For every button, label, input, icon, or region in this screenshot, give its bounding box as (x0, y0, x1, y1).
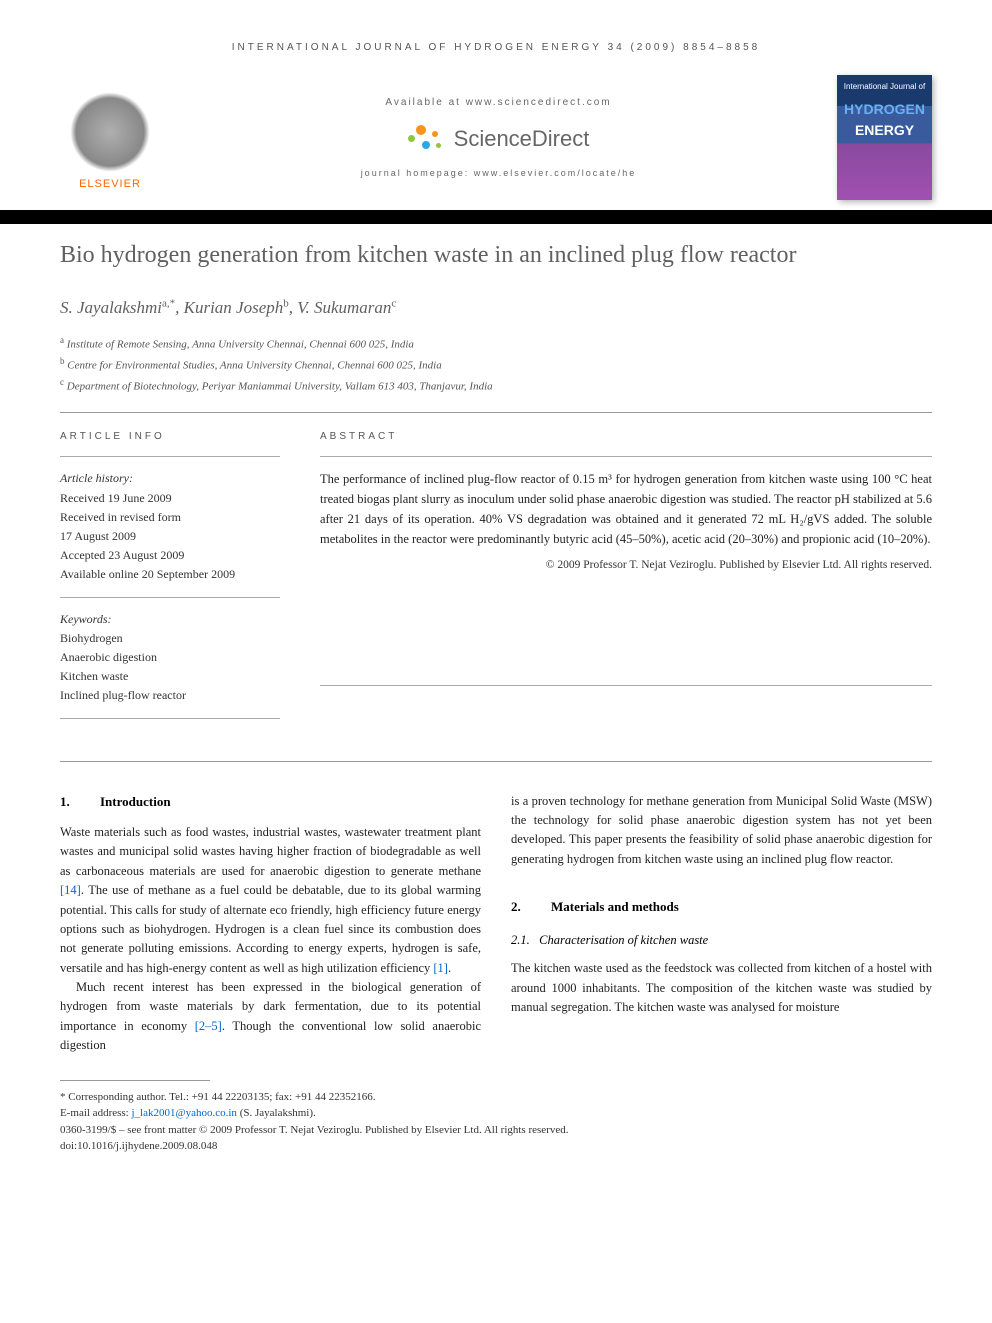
author-1-sup: a,* (162, 298, 175, 310)
intro-p1a: Waste materials such as food wastes, ind… (60, 825, 481, 878)
info-divider (60, 718, 280, 719)
author-1: S. Jayalakshmi (60, 298, 162, 317)
info-divider (320, 685, 932, 686)
journal-header: INTERNATIONAL JOURNAL OF HYDROGEN ENERGY… (60, 40, 932, 55)
section-2-title: Materials and methods (551, 899, 679, 914)
abstract-col: ABSTRACT The performance of inclined plu… (320, 429, 932, 730)
methods-p1: The kitchen waste used as the feedstock … (511, 959, 932, 1017)
cover-energy-text: ENERGY (837, 120, 932, 141)
front-matter: 0360-3199/$ – see front matter © 2009 Pr… (60, 1122, 932, 1139)
history-accepted: Accepted 23 August 2009 (60, 546, 280, 565)
history-label: Article history: (60, 469, 280, 488)
article-info-heading: ARTICLE INFO (60, 429, 280, 444)
intro-p1b: . The use of methane as a fuel could be … (60, 883, 481, 975)
info-divider (60, 456, 280, 457)
affil-c-sup: c (60, 377, 64, 387)
body-columns: 1.Introduction Waste materials such as f… (60, 792, 932, 1056)
right-column: is a proven technology for methane gener… (511, 792, 932, 1056)
intro-p3: is a proven technology for methane gener… (511, 792, 932, 870)
info-divider (60, 597, 280, 598)
elsevier-label: ELSEVIER (79, 176, 141, 193)
affil-a-sup: a (60, 335, 64, 345)
divider (60, 412, 932, 413)
cover-hydrogen-text: HYDROGEN (837, 99, 932, 120)
footer: * Corresponding author. Tel.: +91 44 222… (60, 1089, 932, 1155)
elsevier-tree-icon (70, 92, 150, 172)
section-2-heading: 2.Materials and methods (511, 897, 932, 917)
section-1-heading: 1.Introduction (60, 792, 481, 812)
section-1-title: Introduction (100, 794, 171, 809)
section-1-num: 1. (60, 792, 100, 812)
homepage-text: journal homepage: www.elsevier.com/locat… (160, 167, 837, 181)
doi: doi:10.1016/j.ijhydene.2009.08.048 (60, 1138, 932, 1155)
intro-p1c: . (448, 961, 451, 975)
affil-b-sup: b (60, 356, 65, 366)
abstract-text: The performance of inclined plug-flow re… (320, 469, 932, 549)
keyword-3: Kitchen waste (60, 667, 280, 686)
ref-14[interactable]: [14] (60, 883, 81, 897)
keyword-4: Inclined plug-flow reactor (60, 686, 280, 705)
history-online: Available online 20 September 2009 (60, 565, 280, 584)
article-info-col: ARTICLE INFO Article history: Received 1… (60, 429, 280, 730)
sciencedirect-logo: ScienceDirect (408, 122, 590, 155)
corresponding-author: * Corresponding author. Tel.: +91 44 222… (60, 1089, 932, 1106)
article-history: Article history: Received 19 June 2009 R… (60, 469, 280, 584)
section-2-1-num: 2.1. (511, 933, 530, 947)
sciencedirect-text: ScienceDirect (454, 122, 590, 155)
author-2-sup: b (283, 298, 289, 310)
affil-a: Institute of Remote Sensing, Anna Univer… (67, 338, 414, 350)
abstract-heading: ABSTRACT (320, 429, 932, 444)
section-2-num: 2. (511, 897, 551, 917)
author-3-sup: c (391, 298, 396, 310)
email-link[interactable]: j_lak2001@yahoo.co.in (131, 1107, 236, 1119)
info-divider (320, 456, 932, 457)
top-banner: ELSEVIER Available at www.sciencedirect.… (60, 75, 932, 200)
black-divider-bar (0, 210, 992, 224)
center-banner: Available at www.sciencedirect.com Scien… (160, 95, 837, 181)
divider (60, 761, 932, 762)
cover-top-text: International Journal of (837, 75, 932, 99)
copyright: © 2009 Professor T. Nejat Veziroglu. Pub… (320, 557, 932, 574)
affil-c: Department of Biotechnology, Periyar Man… (67, 381, 493, 393)
history-received: Received 19 June 2009 (60, 489, 280, 508)
email-suffix: (S. Jayalakshmi). (237, 1107, 316, 1119)
available-text: Available at www.sciencedirect.com (160, 95, 837, 110)
email-label: E-mail address: (60, 1107, 131, 1119)
left-column: 1.Introduction Waste materials such as f… (60, 792, 481, 1056)
footer-divider (60, 1080, 210, 1081)
info-abstract-row: ARTICLE INFO Article history: Received 1… (60, 429, 932, 730)
history-revised2: 17 August 2009 (60, 527, 280, 546)
section-2-1-title: Characterisation of kitchen waste (539, 933, 708, 947)
author-2: Kurian Joseph (184, 298, 284, 317)
ref-2-5[interactable]: [2–5] (195, 1019, 222, 1033)
history-revised1: Received in revised form (60, 508, 280, 527)
intro-p1: Waste materials such as food wastes, ind… (60, 823, 481, 978)
authors: S. Jayalakshmia,*, Kurian Josephb, V. Su… (60, 295, 932, 321)
ref-1[interactable]: [1] (433, 961, 448, 975)
affiliations: a Institute of Remote Sensing, Anna Univ… (60, 333, 932, 397)
keywords-label: Keywords: (60, 610, 280, 629)
keyword-1: Biohydrogen (60, 629, 280, 648)
affil-b: Centre for Environmental Studies, Anna U… (67, 360, 441, 372)
keywords: Keywords: Biohydrogen Anaerobic digestio… (60, 610, 280, 706)
sd-dots-icon (408, 123, 448, 153)
elsevier-logo: ELSEVIER (60, 83, 160, 193)
keyword-2: Anaerobic digestion (60, 648, 280, 667)
author-3: V. Sukumaran (297, 298, 391, 317)
section-2-1-heading: 2.1. Characterisation of kitchen waste (511, 931, 932, 950)
journal-cover: International Journal of HYDROGEN ENERGY (837, 75, 932, 200)
intro-p2: Much recent interest has been expressed … (60, 978, 481, 1056)
article-title: Bio hydrogen generation from kitchen was… (60, 240, 932, 271)
